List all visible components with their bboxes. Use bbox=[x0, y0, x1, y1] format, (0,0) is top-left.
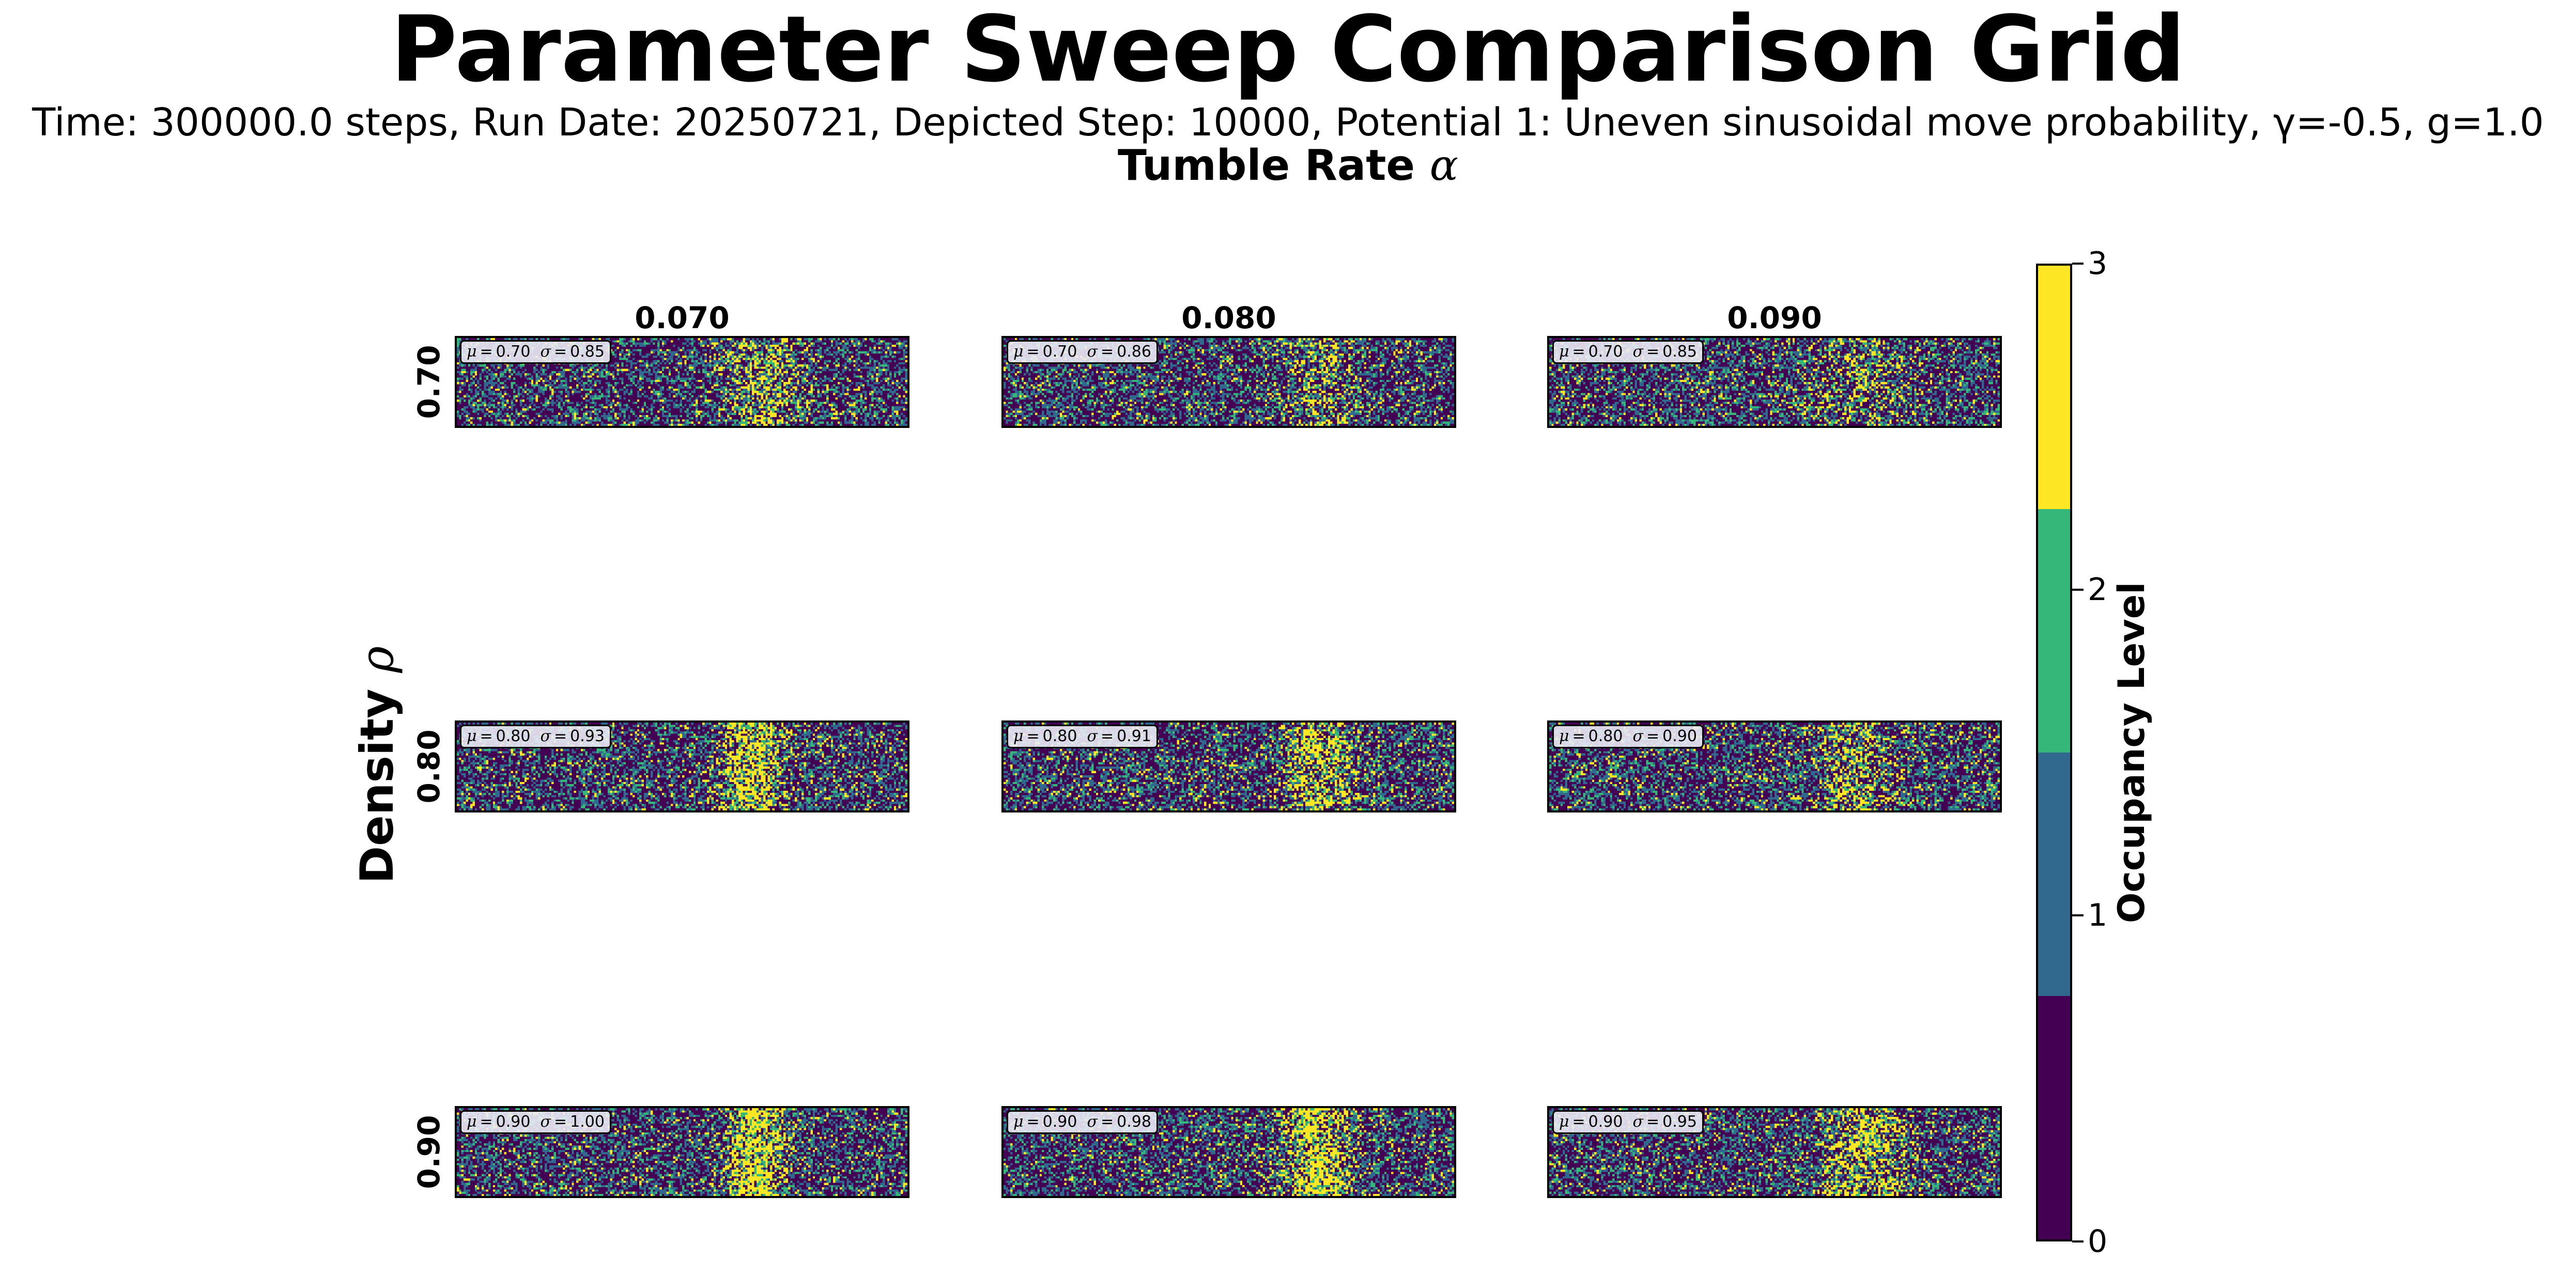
column-axis-title: Tumble Rate α bbox=[0, 145, 2576, 187]
chart-subtitle: Time: 300000.0 steps, Run Date: 20250721… bbox=[32, 100, 2544, 145]
sigma-symbol: σ bbox=[540, 1113, 551, 1131]
mu-value: = 0.70 bbox=[1023, 343, 1087, 361]
sigma-value: = 0.85 bbox=[1643, 343, 1697, 361]
mu-symbol: μ bbox=[1559, 727, 1569, 745]
heatmap-panel: μ = 0.70 σ = 0.85 bbox=[1547, 336, 2002, 428]
sigma-value: = 1.00 bbox=[550, 1113, 605, 1131]
chart-title: Parameter Sweep Comparison Grid bbox=[390, 0, 2186, 102]
sigma-symbol: σ bbox=[1632, 343, 1643, 361]
colorbar-segment-2 bbox=[2038, 509, 2070, 753]
stats-box: μ = 0.80 σ = 0.91 bbox=[1007, 725, 1158, 748]
column-label-2: 0.090 bbox=[1727, 300, 1822, 335]
colorbar-tick bbox=[2072, 1240, 2084, 1243]
heatmap-panel: μ = 0.70 σ = 0.85 bbox=[455, 336, 909, 428]
sigma-value: = 0.86 bbox=[1097, 343, 1151, 361]
sigma-symbol: σ bbox=[1087, 1113, 1098, 1131]
colorbar-tick-label: 2 bbox=[2088, 571, 2108, 608]
heatmap-panel: μ = 0.80 σ = 0.93 bbox=[455, 720, 909, 812]
sigma-symbol: σ bbox=[540, 727, 551, 745]
heatmap-panel: μ = 0.70 σ = 0.86 bbox=[1001, 336, 1456, 428]
colorbar-label: Occupancy Level bbox=[2110, 581, 2153, 924]
row-label-0: 0.70 bbox=[411, 345, 446, 419]
row-axis-symbol: ρ bbox=[350, 646, 404, 673]
mu-symbol: μ bbox=[467, 343, 477, 361]
mu-symbol: μ bbox=[1559, 1113, 1569, 1131]
sigma-symbol: σ bbox=[540, 343, 551, 361]
mu-value: = 0.70 bbox=[476, 343, 541, 361]
sigma-symbol: σ bbox=[1632, 727, 1643, 745]
colorbar-segment-1 bbox=[2038, 753, 2070, 996]
mu-symbol: μ bbox=[1013, 727, 1024, 745]
mu-symbol: μ bbox=[1559, 343, 1569, 361]
stats-box: μ = 0.70 σ = 0.85 bbox=[1552, 340, 1704, 364]
colorbar-tick bbox=[2072, 588, 2084, 591]
heatmap-panel: μ = 0.90 σ = 1.00 bbox=[455, 1106, 909, 1198]
row-label-2: 0.90 bbox=[411, 1115, 446, 1189]
mu-symbol: μ bbox=[467, 1113, 477, 1131]
stats-box: μ = 0.80 σ = 0.93 bbox=[460, 725, 611, 748]
stats-box: μ = 0.80 σ = 0.90 bbox=[1552, 725, 1704, 748]
colorbar-segment-3 bbox=[2038, 266, 2070, 509]
colorbar-tick bbox=[2072, 914, 2084, 917]
sigma-symbol: σ bbox=[1087, 343, 1098, 361]
sigma-value: = 0.91 bbox=[1097, 727, 1151, 745]
mu-symbol: μ bbox=[467, 727, 477, 745]
row-axis-title: Density ρ bbox=[350, 646, 404, 884]
mu-value: = 0.70 bbox=[1569, 343, 1633, 361]
row-axis-label: Density bbox=[350, 688, 404, 884]
sigma-value: = 0.98 bbox=[1097, 1113, 1151, 1131]
colorbar-tick-label: 1 bbox=[2088, 897, 2108, 934]
stats-box: μ = 0.70 σ = 0.85 bbox=[460, 340, 611, 364]
colorbar bbox=[2036, 264, 2072, 1241]
heatmap-panel: μ = 0.90 σ = 0.95 bbox=[1547, 1106, 2002, 1198]
stats-box: μ = 0.90 σ = 1.00 bbox=[460, 1110, 611, 1134]
mu-value: = 0.80 bbox=[1569, 727, 1633, 745]
stats-box: μ = 0.90 σ = 0.95 bbox=[1552, 1110, 1704, 1134]
mu-symbol: μ bbox=[1013, 343, 1024, 361]
column-label-1: 0.080 bbox=[1181, 300, 1276, 335]
colorbar-tick-label: 3 bbox=[2088, 246, 2108, 282]
mu-value: = 0.90 bbox=[476, 1113, 541, 1131]
colorbar-tick bbox=[2072, 263, 2084, 265]
column-axis-label: Tumble Rate bbox=[1118, 141, 1415, 190]
heatmap-panel: μ = 0.80 σ = 0.90 bbox=[1547, 720, 2002, 812]
stats-box: μ = 0.90 σ = 0.98 bbox=[1007, 1110, 1158, 1134]
sigma-symbol: σ bbox=[1087, 727, 1098, 745]
colorbar-segment-0 bbox=[2038, 996, 2070, 1239]
stats-box: μ = 0.70 σ = 0.86 bbox=[1007, 340, 1158, 364]
mu-value: = 0.80 bbox=[476, 727, 541, 745]
row-label-1: 0.80 bbox=[411, 729, 446, 804]
colorbar-tick-label: 0 bbox=[2088, 1223, 2108, 1260]
column-label-0: 0.070 bbox=[635, 300, 730, 335]
sigma-value: = 0.95 bbox=[1643, 1113, 1697, 1131]
mu-value: = 0.90 bbox=[1023, 1113, 1087, 1131]
sigma-value: = 0.85 bbox=[550, 343, 605, 361]
sigma-value: = 0.93 bbox=[550, 727, 605, 745]
column-axis-symbol: α bbox=[1429, 141, 1458, 190]
sigma-value: = 0.90 bbox=[1643, 727, 1697, 745]
heatmap-panel: μ = 0.90 σ = 0.98 bbox=[1001, 1106, 1456, 1198]
heatmap-panel: μ = 0.80 σ = 0.91 bbox=[1001, 720, 1456, 812]
mu-value: = 0.90 bbox=[1569, 1113, 1633, 1131]
sigma-symbol: σ bbox=[1632, 1113, 1643, 1131]
mu-symbol: μ bbox=[1013, 1113, 1024, 1131]
mu-value: = 0.80 bbox=[1023, 727, 1087, 745]
